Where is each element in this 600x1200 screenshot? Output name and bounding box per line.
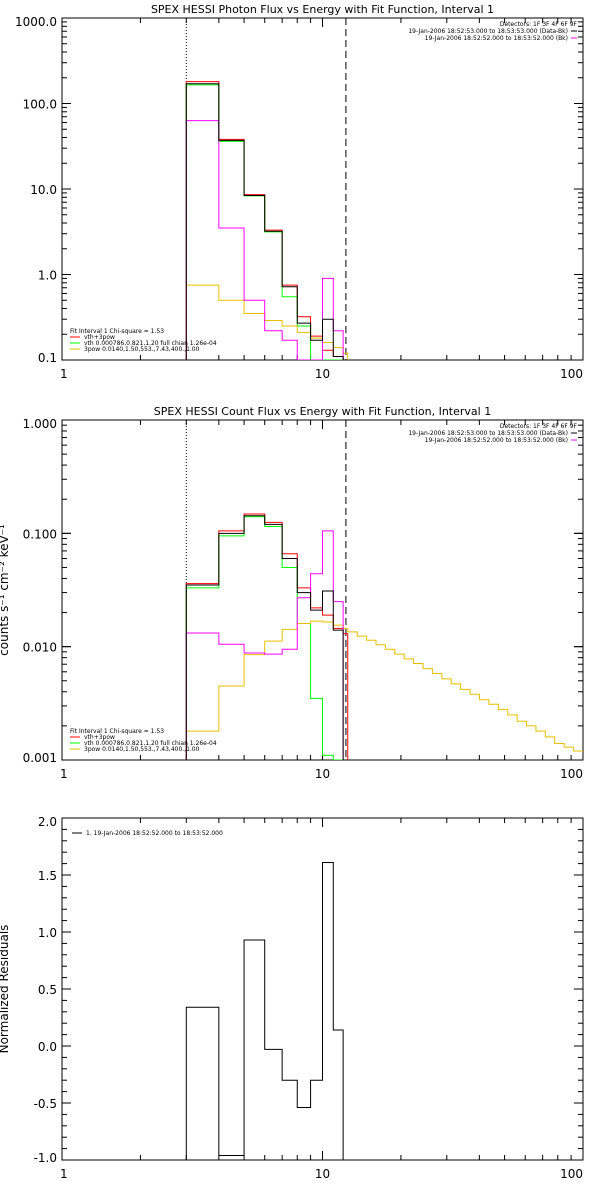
legend-label: 3pow 0.0140,1.50,553.,7.43,400.,1.00 [84, 746, 200, 753]
series-line [185, 84, 348, 360]
series-line [185, 120, 348, 360]
x-axis: 1 10 100 [60, 18, 584, 381]
legend-label: 1. 19-Jan-2006 18:52:52.000 to 18:53:52.… [86, 830, 223, 837]
y-tick-label: 0.5 [38, 983, 57, 997]
legend-label: vth 0.000786,0.821,1.20 full chian 1.26e… [84, 340, 217, 347]
y-tick-label: 0.001 [23, 751, 57, 765]
y-axis: 0.001 0.010 0.100 1.000 [23, 417, 583, 765]
series-line [185, 620, 583, 760]
series-line [185, 530, 348, 760]
y-tick-label: 10.0 [30, 183, 57, 197]
x-axis: 1 10 100 [60, 818, 584, 1181]
x-tick-label: 1 [60, 367, 68, 381]
legend-label: vth+3pow [84, 334, 115, 341]
top-right-label: 19-Jan-2006 18:52:52.000 to 18:53:52.000… [425, 437, 568, 444]
y-tick-label: -0.5 [34, 1097, 57, 1111]
x-axis: 1 10 100 [60, 420, 584, 781]
fit-interval-label: Fit Interval 1 Chi-square = 1.53 [70, 328, 164, 335]
series-group [185, 513, 583, 760]
y-axis-label: Normalized Residuals [0, 925, 11, 1054]
series-line [185, 83, 348, 360]
fit-interval-label: Fit Interval 1 Chi-square = 1.53 [70, 728, 164, 735]
y-axis: 0.1 1.0 10.0 100.0 1000.0 [15, 15, 583, 365]
y-tick-label: 0.010 [23, 641, 57, 655]
series-line [185, 81, 348, 360]
y-tick-label: -1.0 [34, 1151, 57, 1165]
plot-panel-1: SPEX HESSI Photon Flux vs Energy with Fi… [15, 3, 584, 381]
detectors-label: Detectors: 1F 3F 4F 6F 9F [500, 21, 578, 28]
y-tick-label: 1.0 [38, 926, 57, 940]
detectors-label: Detectors: 1F 3F 4F 6F 9F [500, 423, 578, 430]
x-tick-label: 1 [60, 767, 68, 781]
y-tick-label: 1000.0 [15, 15, 57, 29]
x-tick-label: 1 [60, 1167, 68, 1181]
legend-label: vth+3pow [84, 734, 115, 741]
x-tick-label: 10 [315, 1167, 330, 1181]
y-axis: -1.0 -0.5 0.0 0.5 1.0 1.5 2.0 [34, 815, 583, 1165]
plot-title: SPEX HESSI Photon Flux vs Energy with Fi… [151, 3, 494, 16]
legend-label: 3pow 0.0140,1.50,553.,7.43,400.,1.00 [84, 346, 200, 353]
y-tick-label: 1.000 [23, 417, 57, 431]
series-line [185, 861, 344, 1160]
top-right-label: 19-Jan-2006 18:52:53.000 to 18:53:53.000… [408, 28, 568, 35]
y-tick-label: 2.0 [38, 815, 57, 829]
x-tick-label: 10 [315, 367, 330, 381]
series-group [185, 81, 349, 360]
y-tick-label: 0.100 [23, 527, 57, 541]
plot-panel-2: SPEX HESSI Count Flux vs Energy with Fit… [0, 405, 584, 781]
legend-label: vth 0.000786,0.821,1.20 full chian 1.26e… [84, 740, 217, 747]
y-tick-label: 1.0 [38, 269, 57, 283]
top-right-label: 19-Jan-2006 18:52:53.000 to 18:53:53.000… [408, 430, 568, 437]
top-right-label: 19-Jan-2006 18:52:52.000 to 18:53:52.000… [425, 35, 568, 42]
series-line [185, 513, 349, 760]
series-line [185, 515, 348, 760]
series-line [185, 284, 349, 360]
y-axis-label: counts s⁻¹ cm⁻² keV⁻¹ [0, 524, 11, 656]
y-tick-label: 0.0 [38, 1040, 57, 1054]
y-tick-label: 0.1 [38, 351, 57, 365]
x-tick-label: 100 [560, 1167, 583, 1181]
x-tick-label: 10 [315, 767, 330, 781]
x-tick-label: 100 [560, 767, 583, 781]
plot-panel-3: 1 10 100 -1.0 -0.5 0.0 0.5 1.0 1.5 2.0 Normalized … [0, 815, 584, 1181]
series-line [185, 516, 348, 760]
series-group [185, 861, 344, 1160]
y-tick-label: 1.5 [38, 869, 57, 883]
y-tick-label: 100.0 [23, 98, 57, 112]
plot-title: SPEX HESSI Count Flux vs Energy with Fit… [154, 405, 491, 418]
x-tick-label: 100 [560, 367, 583, 381]
